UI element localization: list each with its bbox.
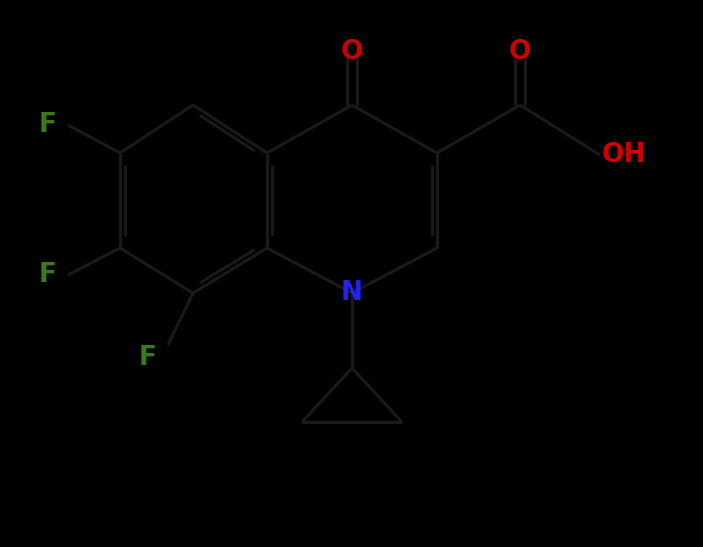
- Text: OH: OH: [602, 142, 647, 168]
- Text: F: F: [39, 112, 57, 138]
- Text: N: N: [341, 280, 363, 306]
- Text: O: O: [341, 39, 363, 65]
- Text: F: F: [39, 262, 57, 288]
- Text: O: O: [509, 39, 531, 65]
- Text: F: F: [139, 345, 157, 371]
